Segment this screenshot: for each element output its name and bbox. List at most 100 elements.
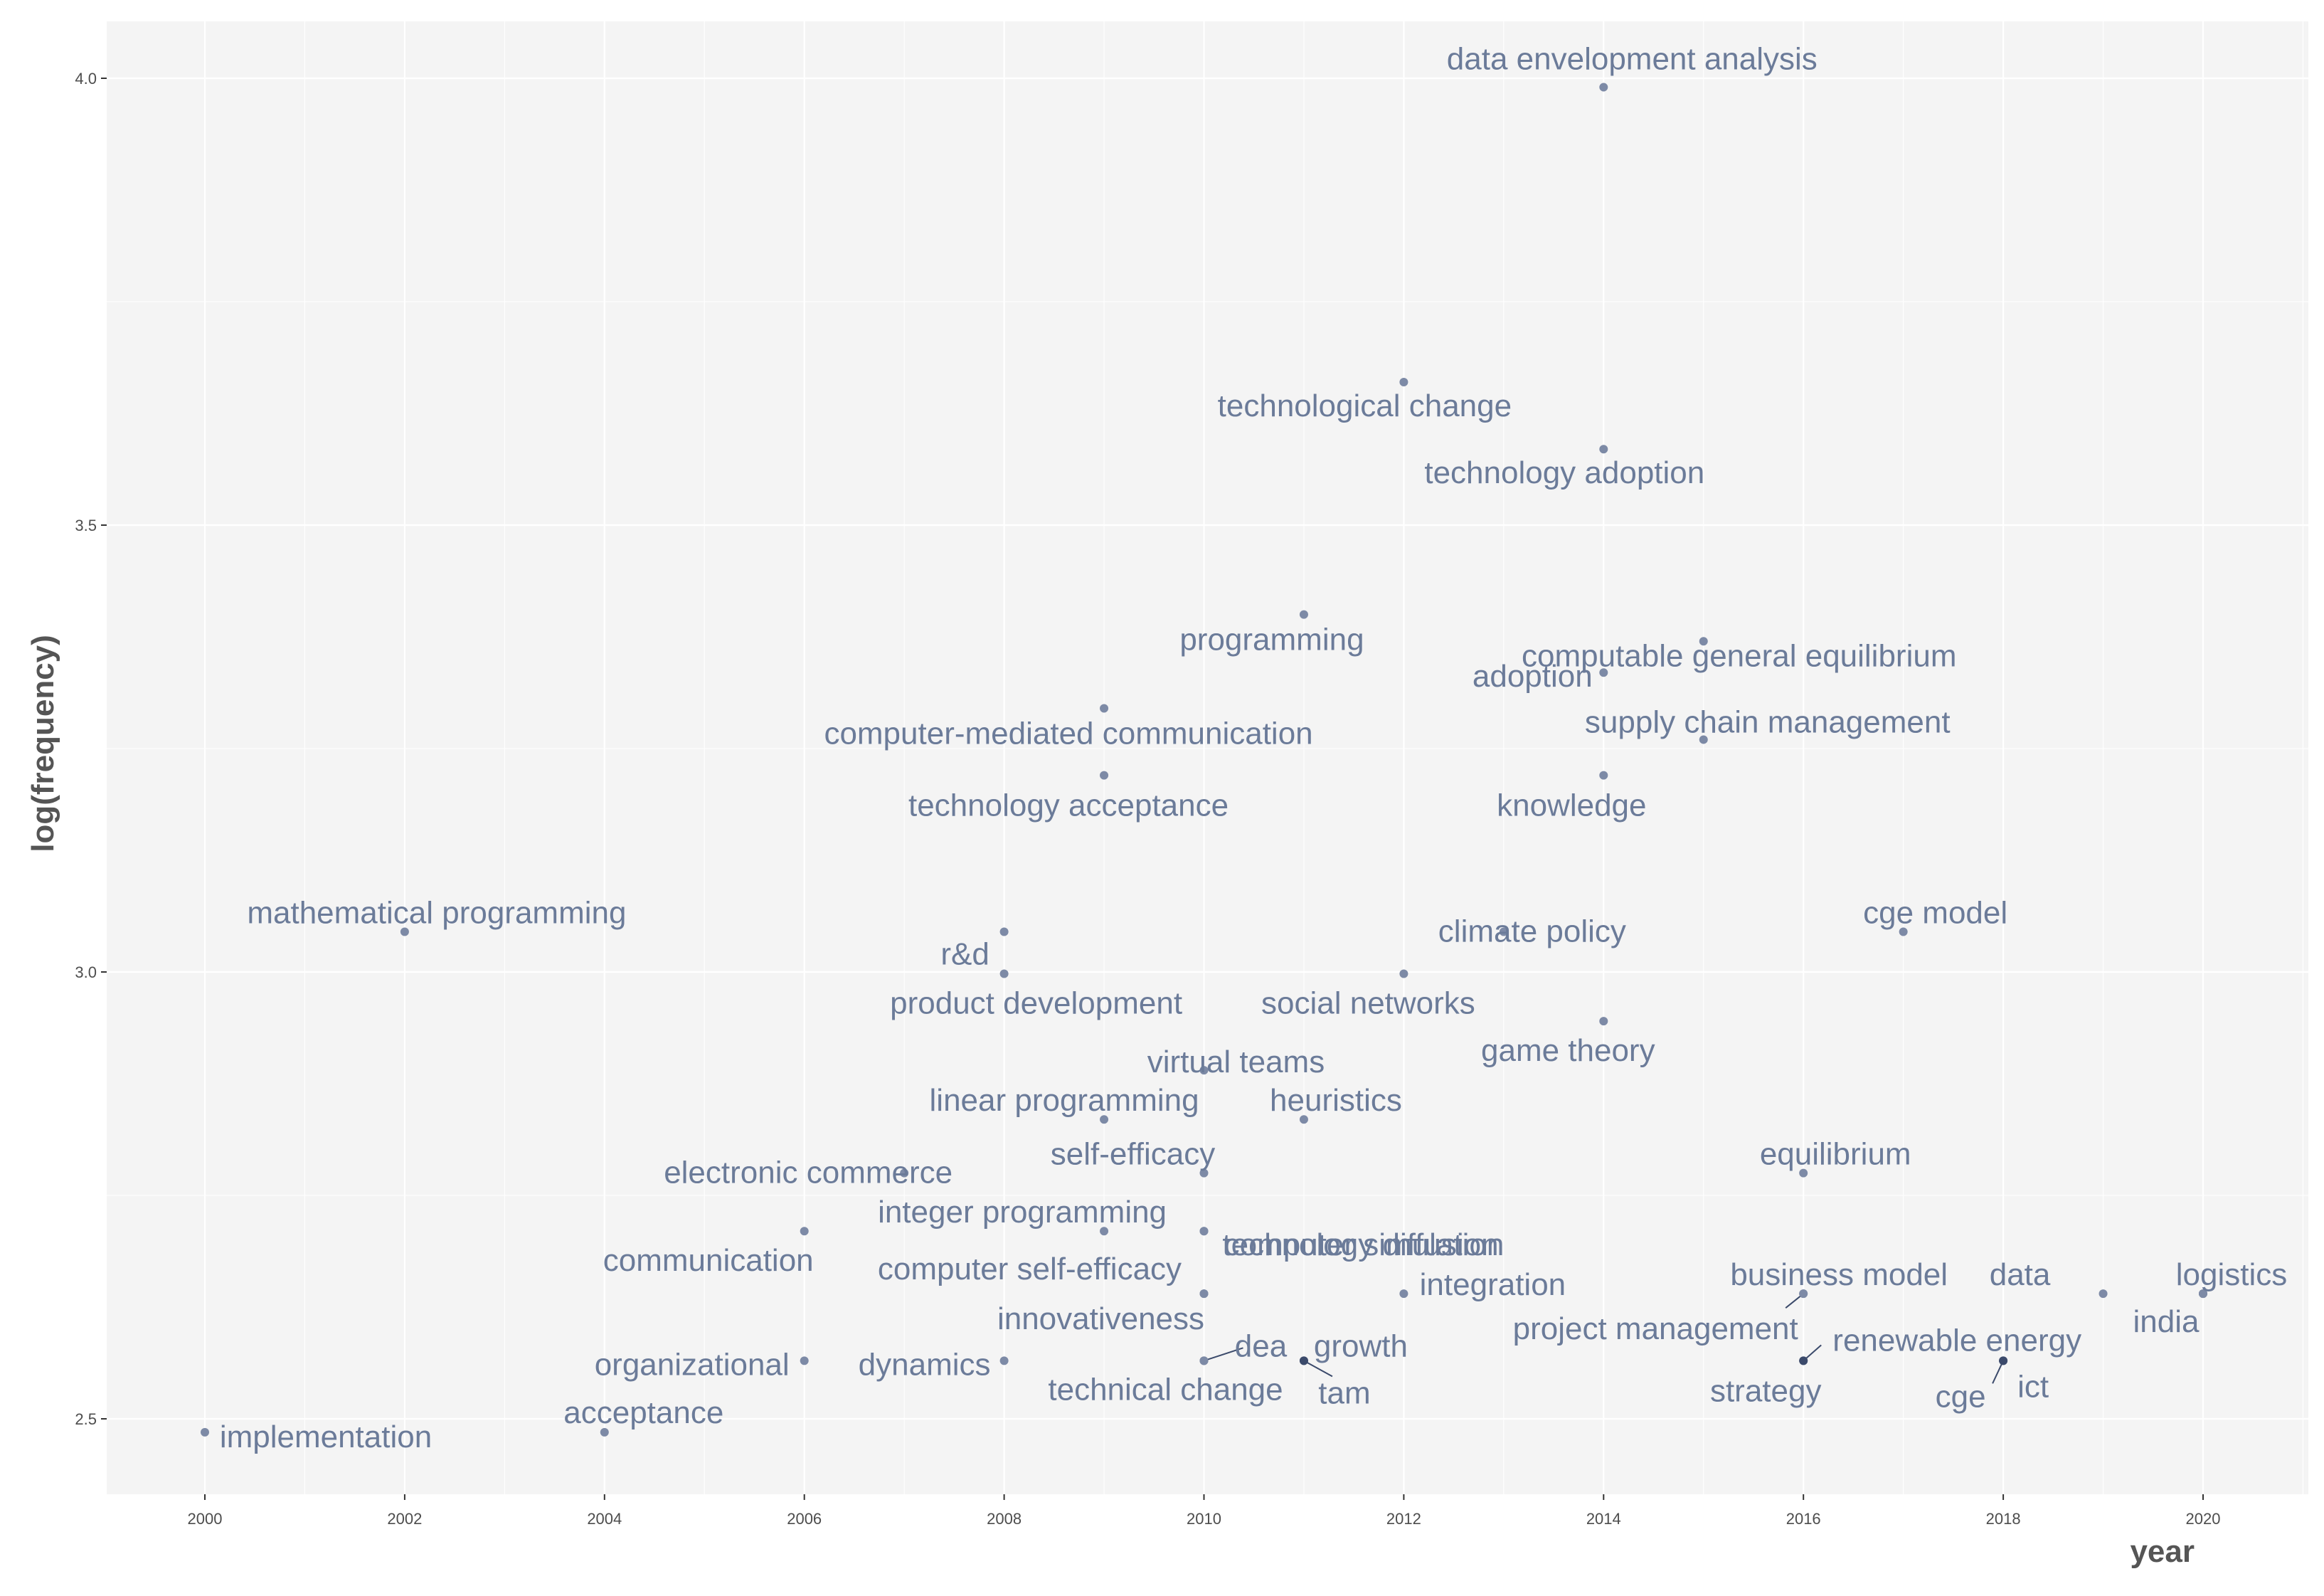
point-technology-diffusion [1199,1227,1209,1236]
label-game-theory: game theory [1481,1033,1655,1068]
label-technology-diffusion: technology diffusion [1222,1227,1498,1262]
point-project-management [1799,1289,1808,1299]
label-cge-model: cge model [1863,895,2007,930]
label-data: data [1990,1257,2051,1292]
label-equilibrium: equilibrium [1760,1137,1911,1172]
leader-line-tam [1303,1360,1333,1378]
point-linear-programming [1100,1115,1109,1124]
label-computer-mediated-communication: computer-mediated communication [824,716,1312,751]
x-tick-label: 2014 [1586,1510,1621,1528]
label-dynamics: dynamics [859,1347,991,1382]
point-tam [1299,1356,1308,1365]
point-cge-model [1899,927,1908,936]
point-computable-general-equilibrium [1699,637,1708,646]
label-logistics: logistics [2176,1257,2288,1292]
data-points [201,83,2207,1437]
point-heuristics [1299,1115,1308,1124]
label-computer-simulation: computer simulation [1224,1227,1505,1262]
point-data [2099,1289,2108,1299]
leader-line-dea [1204,1347,1243,1362]
label-ict: ict [2017,1369,2049,1404]
point-technical-change [1199,1356,1209,1365]
y-tick-label: 4.0 [75,70,97,88]
label-integer-programming: integer programming [878,1195,1167,1230]
label-dea: dea [1235,1328,1288,1363]
x-tick-label: 2004 [587,1510,622,1528]
grid-lines [107,21,2308,1494]
label-implementation: implementation [220,1420,432,1454]
x-tick-label: 2016 [1786,1510,1821,1528]
x-tick-label: 2006 [787,1510,822,1528]
label-strategy: strategy [1710,1373,1822,1408]
label-supply-chain-management: supply chain management [1585,704,1951,739]
label-technological-change: technological change [1218,389,1512,423]
label-virtual-teams: virtual teams [1147,1045,1325,1079]
label-cge: cge [1936,1379,1986,1414]
y-tick-label: 3.5 [75,517,97,534]
x-tick-label: 2010 [1187,1510,1221,1528]
term-labels: data envelopment analysis technological c… [220,42,2287,1454]
label-programming: programming [1179,623,1364,657]
point-technology-acceptance [1100,771,1109,780]
x-tick-label: 2000 [188,1510,223,1528]
label-mathematical-programming: mathematical programming [247,895,626,930]
point-acceptance [600,1427,609,1437]
axis-ticks: 2000 2002 2004 2006 2008 2010 2012 2014 2016 2018… [75,70,2220,1528]
point-cge [1999,1356,2008,1365]
point-programming [1299,610,1308,619]
label-india: india [2133,1304,2200,1339]
label-organizational: organizational [595,1347,790,1382]
point-implementation [201,1427,209,1437]
point-equilibrium [1799,1168,1808,1178]
point-self-efficacy [1199,1168,1209,1178]
label-knowledge: knowledge [1497,788,1646,823]
point-mathematical-programming [400,927,409,936]
x-tick-label: 2012 [1386,1510,1421,1528]
point-integration [1399,1289,1408,1299]
label-innovativeness: innovativeness [997,1301,1204,1336]
x-axis-title: year [2130,1534,2195,1569]
point-india [2199,1289,2207,1299]
point-electronic-commerce [900,1168,909,1178]
point-game-theory [1599,1017,1608,1026]
label-social-networks: social networks [1261,986,1475,1021]
point-r-d [999,927,1009,936]
y-tick-label: 3.0 [75,963,97,981]
label-r-d: r&d [940,936,989,971]
y-axis-title: log(frequency) [26,635,60,852]
label-product-development: product development [890,986,1182,1021]
label-technical-change: technical change [1048,1372,1283,1407]
point-technology-adoption [1599,445,1608,454]
point-supply-chain-management [1699,735,1708,744]
point-virtual-teams [1199,1066,1209,1075]
point-strategy [1799,1356,1808,1365]
label-technology-adoption: technology adoption [1424,455,1704,490]
label-growth: growth [1314,1328,1408,1363]
label-heuristics: heuristics [1270,1083,1402,1118]
point-integer-programming [1100,1227,1109,1236]
label-linear-programming: linear programming [930,1083,1199,1118]
point-social-networks [1399,969,1408,978]
label-communication: communication [603,1243,814,1278]
y-tick-label: 2.5 [75,1410,97,1428]
point-knowledge [1599,771,1608,780]
label-business-model: business model [1730,1257,1948,1292]
point-technological-change [1399,378,1408,387]
label-adoption: adoption [1473,659,1593,694]
point-product-development [999,969,1009,978]
label-project-management: project management [1513,1311,1798,1346]
x-tick-label: 2018 [1986,1510,2021,1528]
label-computer-self-efficacy: computer self-efficacy [878,1252,1182,1286]
label-electronic-commerce: electronic commerce [664,1156,953,1190]
label-technology-acceptance: technology acceptance [908,788,1229,823]
point-adoption [1599,668,1608,677]
point-innovativeness [1199,1289,1209,1299]
x-tick-label: 2008 [987,1510,1022,1528]
point-climate-policy [1499,927,1508,936]
x-tick-label: 2002 [387,1510,422,1528]
label-renewable-energy: renewable energy [1832,1323,2081,1358]
label-acceptance: acceptance [563,1395,723,1430]
label-integration: integration [1420,1267,1566,1302]
